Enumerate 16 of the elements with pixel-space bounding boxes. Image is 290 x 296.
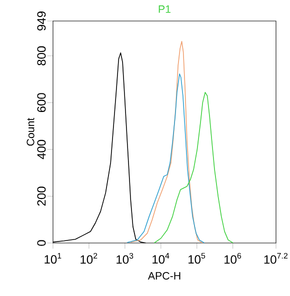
- x-tick-label: 10$^{1}$: [44, 252, 62, 264]
- x-axis-title: APC-H: [148, 272, 180, 280]
- y-tick-label: 200: [37, 186, 46, 206]
- chart-title: P1: [158, 5, 171, 13]
- y-tick-label: 400: [37, 140, 46, 160]
- x-tick-label: 10$^{7.2}$: [264, 252, 288, 264]
- x-tick-label: 10$^{2}$: [80, 252, 98, 264]
- y-tick-label: 600: [37, 93, 46, 112]
- y-tick-label: 949: [37, 12, 46, 30]
- y-tick-label: 800: [37, 46, 46, 66]
- y-axis-title: Count: [26, 118, 34, 146]
- x-tick-label: 10$^{3}$: [116, 252, 134, 264]
- x-tick-label: 10$^{6}$: [224, 252, 242, 264]
- y-tick-label: 0: [37, 240, 46, 246]
- x-tick-label: 10$^{4}$: [152, 252, 170, 264]
- x-tick-label: 10$^{5}$: [188, 252, 206, 264]
